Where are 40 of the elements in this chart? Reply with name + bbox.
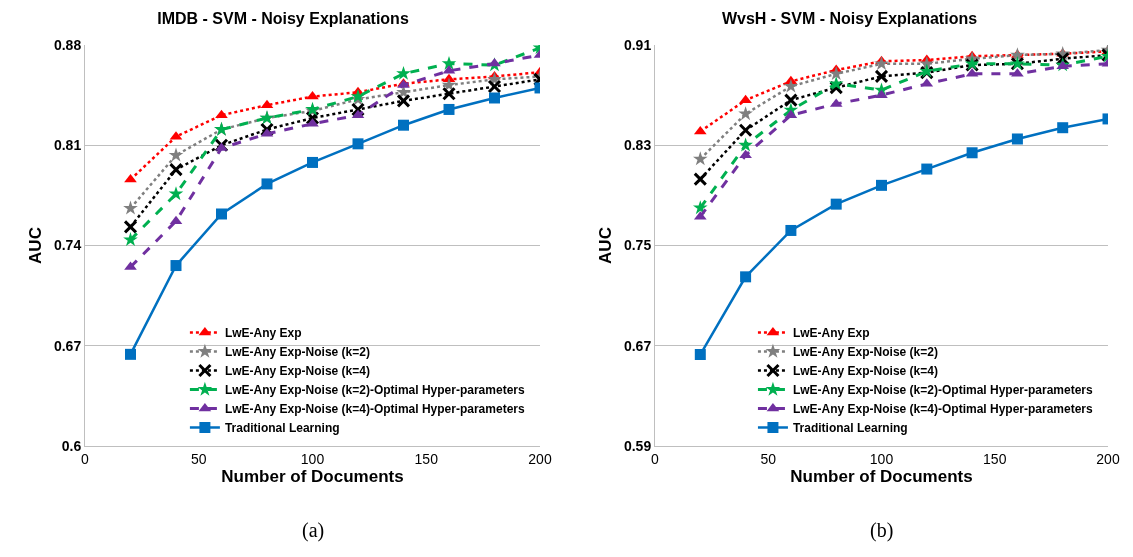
x-tick-label: 100 <box>869 450 894 467</box>
legend-label: Traditional Learning <box>224 421 340 436</box>
x-tick-label: 0 <box>651 450 660 467</box>
legend-label: LwE-Any Exp-Noise (k=2) <box>792 345 938 360</box>
x-tick-label: 150 <box>414 450 439 467</box>
y-tick-label: 0.83 <box>623 137 652 154</box>
x-tick-label: 200 <box>1096 450 1120 467</box>
legend-label: LwE-Any Exp-Noise (k=2) <box>224 345 370 360</box>
x-tick-label: 100 <box>300 450 325 467</box>
y-tick-label: 0.88 <box>53 36 82 53</box>
y-tick-label: 0.74 <box>53 237 82 254</box>
legend-label: LwE-Any Exp-Noise (k=4)-Optimal Hyper-parameters <box>224 402 525 417</box>
legend-label: LwE-Any Exp <box>792 326 870 341</box>
x-tick-label: 0 <box>81 450 90 467</box>
chart-title: WvsH - SVM - Noisy Explanations <box>721 9 978 27</box>
text: (a) <box>302 519 325 542</box>
legend-label: Traditional Learning <box>792 421 908 436</box>
y-axis-title: AUC <box>25 227 45 264</box>
chart-title: IMDB - SVM - Noisy Explanations <box>157 9 409 27</box>
x-tick-label: 150 <box>983 450 1007 467</box>
legend-label: LwE-Any Exp <box>224 326 302 341</box>
x-axis-title: Number of Documents <box>790 467 973 487</box>
x-tick-label: 50 <box>190 450 207 467</box>
y-tick-label: 0.75 <box>623 237 652 254</box>
legend-label: LwE-Any Exp-Noise (k=2)-Optimal Hyper-parameters <box>224 383 525 398</box>
x-axis-title: Number of Documents <box>221 467 404 487</box>
x-tick-label: 200 <box>528 450 552 467</box>
x-tick-label: 50 <box>760 450 777 467</box>
y-tick-label: 0.67 <box>53 337 82 354</box>
y-tick-label: 0.6 <box>61 437 82 454</box>
legend-label: LwE-Any Exp-Noise (k=2)-Optimal Hyper-parameters <box>792 383 1094 398</box>
y-tick-label: 0.81 <box>53 137 82 154</box>
y-tick-label: 0.91 <box>623 36 652 53</box>
y-tick-label: 0.67 <box>623 337 652 354</box>
legend-label: LwE-Any Exp-Noise (k=4) <box>792 364 938 379</box>
text: (b) <box>870 519 894 542</box>
legend-label: LwE-Any Exp-Noise (k=4)-Optimal Hyper-parameters <box>792 402 1094 417</box>
y-tick-label: 0.59 <box>623 437 652 454</box>
legend-label: LwE-Any Exp-Noise (k=4) <box>224 364 370 379</box>
y-axis-title: AUC <box>595 227 615 264</box>
